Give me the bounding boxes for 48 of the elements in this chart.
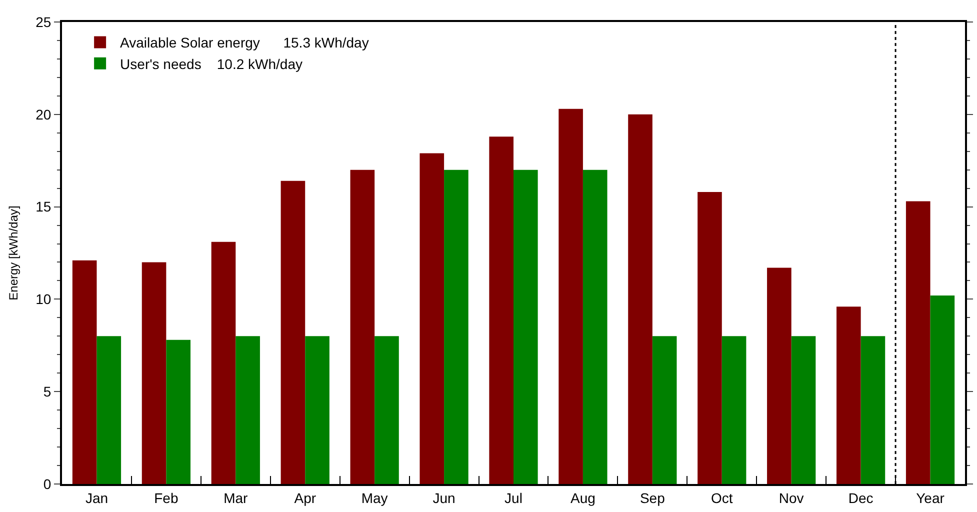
bar bbox=[930, 296, 955, 484]
bar bbox=[96, 336, 122, 484]
bar bbox=[211, 242, 236, 484]
bar bbox=[767, 268, 792, 484]
bar bbox=[582, 170, 608, 484]
x-tick-label: Mar bbox=[224, 490, 248, 506]
x-tick-label: Aug bbox=[570, 490, 596, 506]
legend-label: Available Solar energy 15.3 kWh/day bbox=[120, 34, 369, 51]
y-tick-label: 5 bbox=[43, 384, 52, 400]
x-tick-label: Jan bbox=[85, 490, 108, 506]
bar bbox=[791, 336, 816, 484]
y-axis-title: Energy [kWh/day] bbox=[6, 206, 20, 300]
bar bbox=[236, 336, 260, 484]
legend-label: User's needs 10.2 kWh/day bbox=[120, 56, 302, 72]
x-tick-label: Dec bbox=[848, 490, 874, 506]
x-tick-label: Sep bbox=[640, 490, 666, 506]
y-tick-label: 15 bbox=[36, 198, 52, 215]
bar bbox=[558, 108, 583, 484]
y-tick-label: 10 bbox=[36, 291, 52, 308]
bar bbox=[836, 306, 861, 484]
bar bbox=[166, 340, 190, 484]
x-tick-label: Feb bbox=[154, 490, 178, 506]
bar bbox=[280, 180, 306, 484]
bar bbox=[722, 336, 746, 484]
bar bbox=[72, 260, 97, 484]
bar bbox=[628, 114, 652, 484]
y-tick-label: 20 bbox=[36, 106, 52, 122]
bar bbox=[350, 170, 375, 484]
bar bbox=[142, 262, 166, 484]
bar bbox=[514, 170, 538, 484]
y-tick-label: 25 bbox=[36, 14, 52, 30]
bar bbox=[305, 336, 330, 484]
y-tick-label: 0 bbox=[43, 476, 52, 492]
x-tick-label: Oct bbox=[710, 490, 733, 506]
bar bbox=[698, 192, 722, 484]
x-tick-label: Apr bbox=[294, 490, 316, 506]
x-tick-label: May bbox=[361, 490, 388, 506]
x-tick-label: Jul bbox=[504, 490, 522, 506]
x-tick-label: Nov bbox=[778, 490, 804, 506]
bar bbox=[374, 336, 399, 484]
bar bbox=[444, 170, 468, 484]
x-tick-label: Jun bbox=[432, 490, 456, 506]
x-tick-label: Year bbox=[916, 490, 945, 506]
bar bbox=[906, 201, 930, 484]
bar bbox=[489, 136, 514, 484]
bar bbox=[860, 336, 886, 484]
bar bbox=[652, 336, 677, 484]
bar bbox=[420, 153, 444, 484]
